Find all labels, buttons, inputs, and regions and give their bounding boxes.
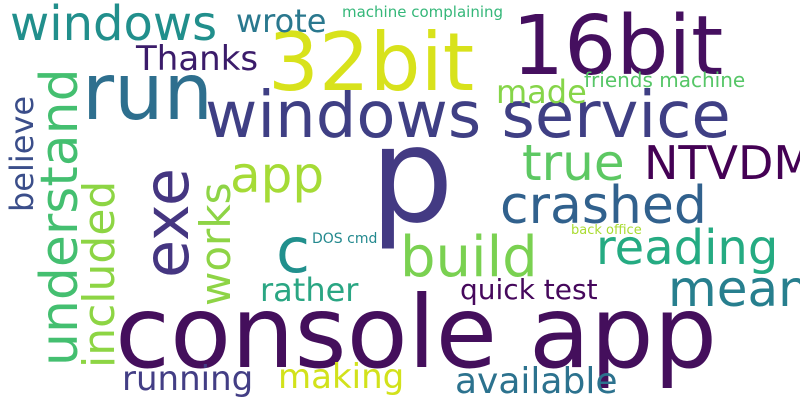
word-ntvdm: NTVDM [644,136,800,190]
word-p: p [370,99,454,253]
word-build: build [400,225,538,290]
word-reading: reading [596,220,779,276]
word-wrote: wrote [236,2,327,40]
word-rather: rather [260,271,359,309]
word-quick-test: quick test [460,273,598,306]
word-windows: windows [10,0,218,52]
word-making: making [278,357,405,397]
word-exe: exe [130,168,203,278]
word-included: included [74,180,125,368]
word-crashed: crashed [500,176,707,236]
word-console-app: console app [115,274,718,391]
word-machine-complaining: machine complaining [342,3,504,21]
word-app: app [230,146,325,204]
word-thanks: Thanks [136,39,259,79]
word-available: available [455,361,618,400]
word-believe: believe [3,95,41,212]
word-mean: mean [668,260,800,318]
word-running: running [122,359,254,399]
word-friends-machine: friends machine [584,68,746,92]
word-back-office: back office [571,223,642,238]
word-c: c [276,214,311,287]
word-made: made [496,73,587,111]
word-windows-service: windows service [205,79,731,153]
word-32bit: 32bit [268,16,475,109]
word-16bit: 16bit [512,0,724,94]
word-run: run [82,48,213,138]
word-true: true [522,134,625,192]
word-dos-cmd: DOS cmd [312,231,378,247]
